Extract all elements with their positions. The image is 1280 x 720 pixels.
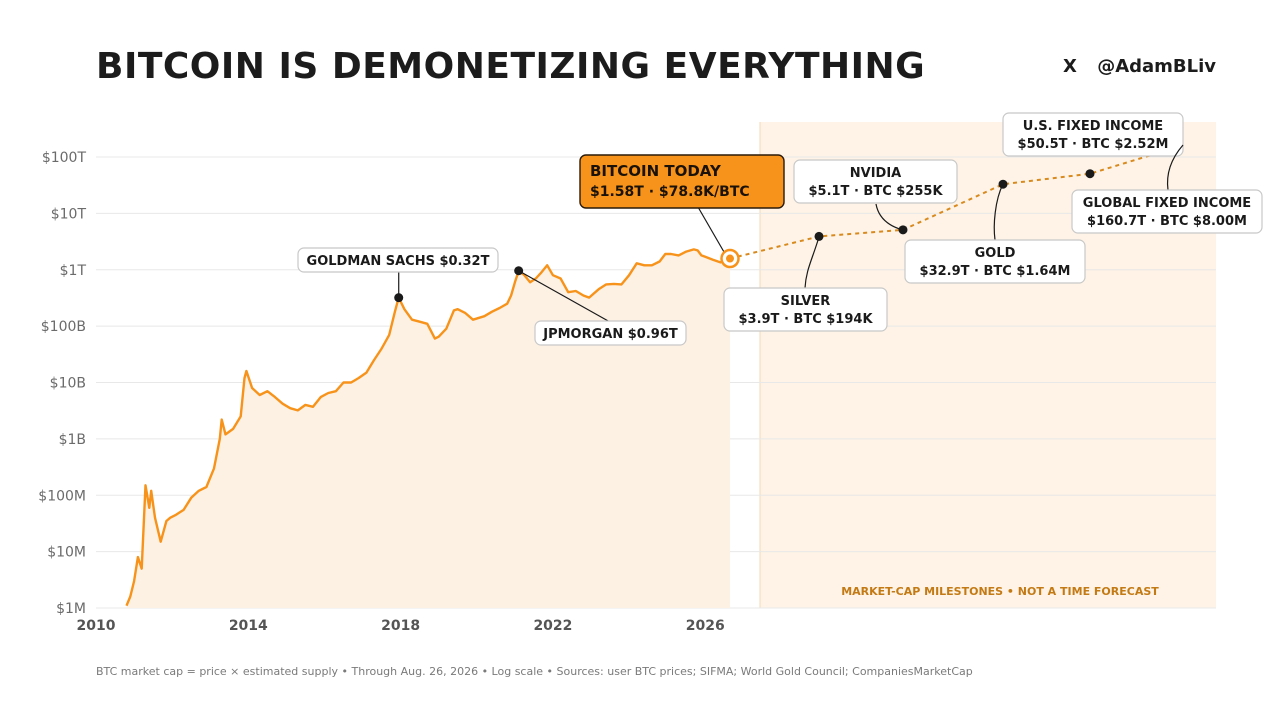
global-fixed-income-label: GLOBAL FIXED INCOME $160.7T · BTC $8.00M <box>1071 189 1263 234</box>
silver-label: SILVER $3.9T · BTC $194K <box>723 287 888 332</box>
silver-label-text-1: $3.9T · BTC $194K <box>738 312 873 327</box>
global-fixed-income-label-text-0: GLOBAL FIXED INCOME <box>1083 196 1251 211</box>
us-fixed-income-label: U.S. FIXED INCOME $50.5T · BTC $2.52M <box>1002 112 1184 157</box>
nvidia-label: NVIDIA $5.1T · BTC $255K <box>793 159 958 204</box>
gold-label-text-0: GOLD <box>975 246 1016 261</box>
gold-label-text-1: $32.9T · BTC $1.64M <box>920 264 1071 279</box>
handle-text: @AdamBLiv <box>1097 56 1216 77</box>
series-line <box>125 248 731 607</box>
jpmorgan-leader <box>518 270 611 323</box>
silver-label-frame <box>723 287 888 332</box>
today-marker-dot <box>726 254 734 263</box>
us-fixed-income-point <box>1085 169 1095 179</box>
milestones-caption: MARKET-CAP MILESTONES • NOT A TIME FOREC… <box>841 585 1159 598</box>
goldman-label-frame <box>297 247 499 273</box>
nvidia-label-text-0: NVIDIA <box>850 166 901 181</box>
goldman-point <box>394 293 404 303</box>
us-fixed-income-label-text-0: U.S. FIXED INCOME <box>1023 119 1163 134</box>
jpmorgan-point <box>514 266 524 276</box>
x-tick-label: 2014 <box>229 618 268 634</box>
nvidia-label-text-1: $5.1T · BTC $255K <box>808 184 943 199</box>
y-tick-label: $10B <box>50 376 86 392</box>
footnote: BTC market cap = price × estimated suppl… <box>96 665 973 678</box>
nvidia-label-frame <box>793 159 958 204</box>
jpmorgan-label-frame <box>534 320 687 346</box>
x-tick-label: 2010 <box>77 618 116 634</box>
bitcoin-today-callout-text-1: $1.58T · $78.8K/BTC <box>590 184 750 200</box>
bitcoin-today-callout-text-0: BITCOIN TODAY <box>590 162 722 180</box>
x-logo-icon: X <box>1063 56 1077 77</box>
x-tick-label: 2026 <box>686 618 725 634</box>
silver-leader <box>804 236 820 289</box>
global-fixed-income-leader <box>1166 144 1184 191</box>
bitcoin-today-callout: BITCOIN TODAY $1.58T · $78.8K/BTC <box>579 154 785 209</box>
gold-label-frame <box>904 239 1086 284</box>
page-title: BITCOIN IS DEMONETIZING EVERYTHING <box>96 46 926 87</box>
y-tick-label: $1T <box>60 263 87 279</box>
y-tick-label: $10T <box>51 206 87 222</box>
today-leader <box>697 206 725 253</box>
jpmorgan-label-text-0: JPMORGAN $0.96T <box>542 327 678 342</box>
global-fixed-income-label-frame <box>1071 189 1263 234</box>
y-tick-label: $10M <box>47 545 86 561</box>
gold-label: GOLD $32.9T · BTC $1.64M <box>904 239 1086 284</box>
y-tick-label: $1M <box>56 601 86 617</box>
y-tick-label: $100M <box>38 488 86 504</box>
silver-label-text-0: SILVER <box>781 294 831 309</box>
author-handle[interactable]: X @AdamBLiv <box>1063 56 1216 77</box>
goldman-label-text-0: GOLDMAN SACHS $0.32T <box>307 254 490 269</box>
y-tick-label: $1B <box>59 432 86 448</box>
bitcoin-today-callout-frame <box>579 154 785 209</box>
series-area <box>126 249 730 608</box>
global-fixed-income-label-text-1: $160.7T · BTC $8.00M <box>1087 214 1247 229</box>
y-tick-label: $100T <box>42 150 87 166</box>
jpmorgan-label: JPMORGAN $0.96T <box>534 320 687 346</box>
us-fixed-income-label-text-1: $50.5T · BTC $2.52M <box>1018 137 1169 152</box>
x-tick-label: 2018 <box>381 618 420 634</box>
gold-point <box>998 179 1008 189</box>
y-tick-label: $100B <box>41 319 86 335</box>
x-tick-label: 2022 <box>533 618 572 634</box>
silver-point <box>814 231 824 241</box>
goldman-label: GOLDMAN SACHS $0.32T <box>297 247 499 273</box>
us-fixed-income-label-frame <box>1002 112 1184 157</box>
nvidia-point <box>898 225 908 235</box>
